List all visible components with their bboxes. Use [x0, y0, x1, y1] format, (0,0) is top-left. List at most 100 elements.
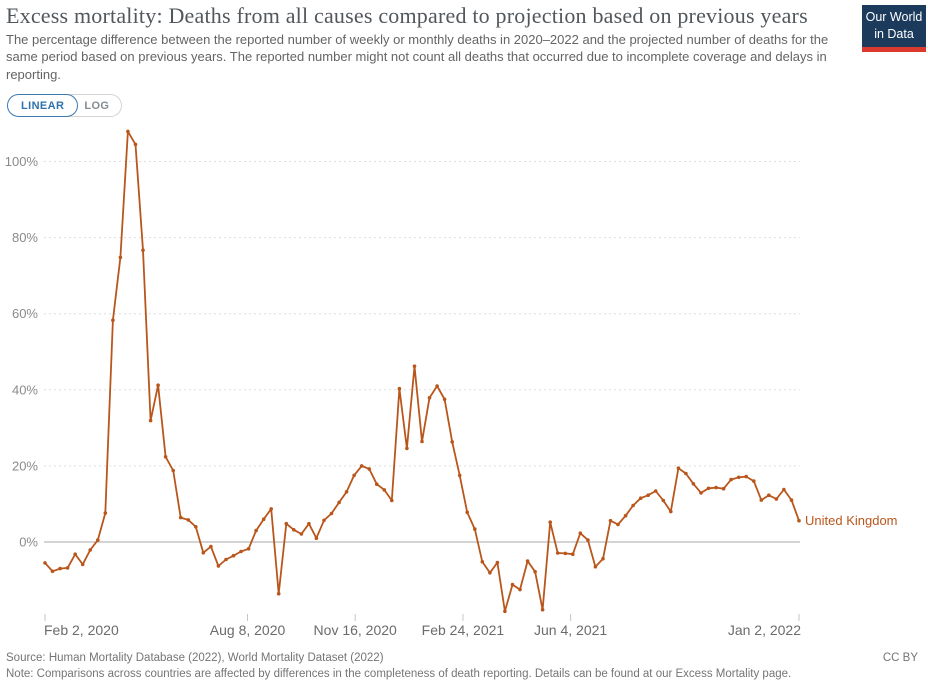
data-point-marker[interactable]	[186, 518, 191, 522]
data-point-marker[interactable]	[608, 518, 613, 523]
data-point-marker[interactable]	[555, 551, 560, 555]
data-point-marker[interactable]	[261, 517, 266, 521]
data-point-marker[interactable]	[653, 489, 658, 493]
data-point-marker[interactable]	[148, 418, 153, 423]
data-point-marker[interactable]	[729, 477, 733, 482]
data-point-marker[interactable]	[344, 490, 349, 494]
data-point-marker[interactable]	[797, 518, 801, 523]
data-point-marker[interactable]	[578, 531, 583, 535]
data-point-marker[interactable]	[163, 455, 168, 459]
data-point-marker[interactable]	[65, 566, 70, 570]
data-point-marker[interactable]	[623, 513, 628, 518]
data-point-marker[interactable]	[533, 569, 537, 574]
data-point-marker[interactable]	[133, 142, 138, 147]
data-point-marker[interactable]	[141, 248, 145, 252]
linear-scale-button[interactable]: LINEAR	[7, 94, 79, 117]
data-point-marker[interactable]	[744, 474, 748, 479]
data-point-marker[interactable]	[465, 510, 470, 515]
data-point-marker[interactable]	[299, 532, 304, 536]
excess-mortality-line-chart[interactable]: 0% 20% 40% 60% 80% 100% Feb 2, 2020 Aug 8, 2020…	[0, 112, 928, 648]
data-point-marker[interactable]	[774, 497, 779, 501]
data-point-marker[interactable]	[495, 560, 500, 565]
data-point-marker[interactable]	[540, 607, 545, 612]
data-point-marker[interactable]	[752, 479, 756, 483]
data-point-marker[interactable]	[691, 482, 696, 486]
data-point-marker[interactable]	[442, 397, 447, 402]
data-point-marker[interactable]	[789, 498, 794, 502]
data-point-marker[interactable]	[58, 566, 62, 571]
log-scale-button[interactable]: LOG	[68, 94, 123, 117]
data-point-marker[interactable]	[427, 396, 432, 400]
data-point-marker[interactable]	[375, 482, 379, 487]
data-point-marker[interactable]	[322, 518, 326, 523]
data-point-marker[interactable]	[714, 485, 718, 490]
data-point-marker[interactable]	[178, 515, 183, 520]
data-point-marker[interactable]	[525, 559, 530, 563]
data-point-marker[interactable]	[767, 493, 771, 498]
data-point-marker[interactable]	[759, 498, 764, 502]
data-point-marker[interactable]	[593, 564, 598, 569]
data-point-marker[interactable]	[571, 552, 575, 556]
data-point-marker[interactable]	[126, 129, 130, 134]
data-point-marker[interactable]	[73, 552, 77, 556]
data-point-marker[interactable]	[616, 522, 620, 527]
data-point-marker[interactable]	[292, 528, 296, 532]
data-point-marker[interactable]	[661, 498, 666, 503]
data-point-marker[interactable]	[586, 538, 590, 542]
data-point-marker[interactable]	[684, 471, 688, 476]
data-point-marker[interactable]	[420, 439, 424, 444]
data-point-marker[interactable]	[314, 536, 319, 540]
data-point-marker[interactable]	[548, 520, 552, 524]
data-point-marker[interactable]	[269, 507, 274, 511]
data-point-marker[interactable]	[638, 496, 643, 501]
data-point-marker[interactable]	[118, 255, 123, 260]
data-point-marker[interactable]	[276, 591, 281, 596]
data-point-marker[interactable]	[171, 468, 175, 473]
license-link[interactable]: CC BY	[882, 652, 918, 664]
data-point-marker[interactable]	[239, 549, 243, 554]
data-point-marker[interactable]	[50, 569, 55, 574]
data-point-marker[interactable]	[80, 562, 85, 567]
data-point-marker[interactable]	[631, 503, 635, 508]
data-point-marker[interactable]	[676, 466, 681, 471]
data-point-marker[interactable]	[699, 491, 703, 495]
data-point-marker[interactable]	[518, 587, 522, 592]
data-point-marker[interactable]	[736, 475, 741, 480]
data-point-marker[interactable]	[706, 486, 711, 491]
data-point-marker[interactable]	[503, 609, 507, 614]
data-point-marker[interactable]	[156, 383, 160, 388]
data-point-marker[interactable]	[721, 486, 726, 491]
data-point-marker[interactable]	[88, 548, 92, 552]
data-point-marker[interactable]	[601, 556, 605, 561]
data-point-marker[interactable]	[412, 364, 417, 368]
data-point-marker[interactable]	[43, 561, 47, 565]
data-point-marker[interactable]	[352, 473, 356, 478]
data-point-marker[interactable]	[646, 493, 650, 498]
data-point-marker[interactable]	[224, 557, 228, 562]
data-point-marker[interactable]	[359, 464, 364, 468]
data-point-marker[interactable]	[397, 386, 402, 391]
data-point-marker[interactable]	[435, 384, 439, 388]
data-point-marker[interactable]	[488, 571, 492, 575]
data-point-marker[interactable]	[329, 511, 334, 516]
data-point-marker[interactable]	[254, 528, 258, 533]
data-point-marker[interactable]	[480, 560, 485, 564]
data-point-marker[interactable]	[473, 527, 477, 531]
data-point-marker[interactable]	[96, 538, 100, 542]
data-point-marker[interactable]	[209, 544, 213, 549]
data-point-marker[interactable]	[510, 582, 515, 587]
data-point-marker[interactable]	[307, 521, 311, 526]
data-point-marker[interactable]	[450, 440, 455, 444]
data-point-marker[interactable]	[563, 551, 568, 556]
series-end-label[interactable]: United Kingdom	[805, 513, 898, 528]
data-point-marker[interactable]	[216, 564, 221, 568]
data-point-marker[interactable]	[669, 509, 673, 514]
data-point-marker[interactable]	[284, 521, 289, 526]
data-point-marker[interactable]	[103, 511, 108, 515]
data-point-marker[interactable]	[382, 488, 387, 492]
data-point-marker[interactable]	[201, 550, 206, 555]
uk-series-line[interactable]	[44, 130, 800, 613]
data-point-marker[interactable]	[337, 500, 341, 505]
data-point-marker[interactable]	[231, 553, 236, 558]
data-point-marker[interactable]	[111, 318, 115, 322]
